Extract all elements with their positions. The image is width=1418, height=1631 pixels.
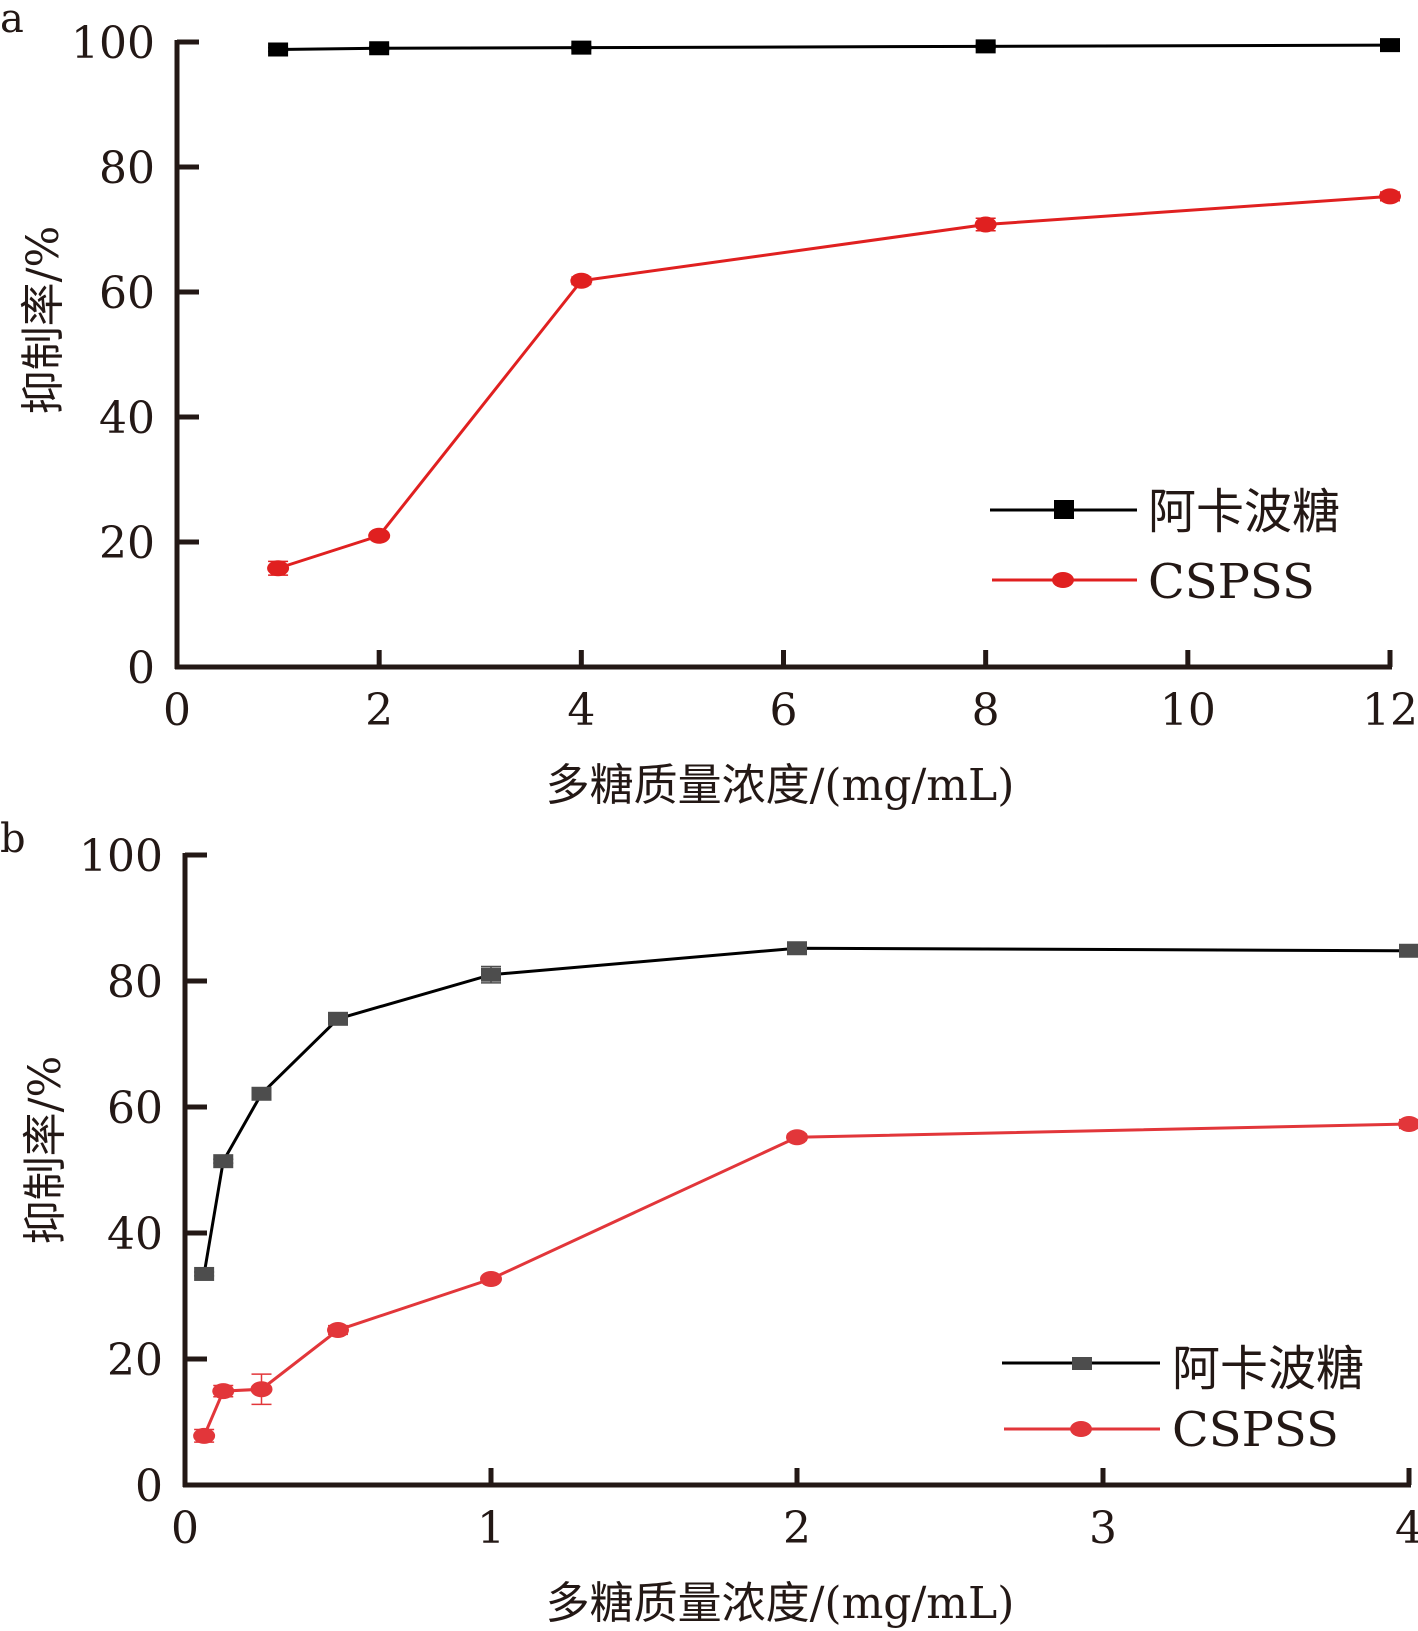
y-tick-label: 80 [99, 143, 155, 194]
legend-label-acarbose-a: 阿卡波糖 [1148, 484, 1340, 540]
y-tick-label: 80 [107, 957, 163, 1008]
x-tick-label: 4 [567, 685, 595, 736]
data-point-acarbose [369, 41, 390, 56]
x-tick-label: 2 [365, 685, 393, 736]
legend-label-acarbose-b: 阿卡波糖 [1172, 1341, 1364, 1397]
x-tick-label: 1 [477, 1503, 505, 1554]
data-point-acarbose [481, 967, 501, 982]
data-point-cspss [974, 216, 997, 233]
x-tick-label: 0 [163, 685, 191, 736]
series-a [267, 38, 1401, 577]
data-point-cspss [570, 272, 593, 289]
y-tick-label: 20 [107, 1335, 163, 1386]
x-tick-label: 6 [770, 685, 798, 736]
x-tick-label: 12 [1362, 685, 1418, 736]
data-point-cspss [1379, 188, 1401, 205]
legend-b: 阿卡波糖 CSPSS [1002, 1341, 1364, 1458]
data-point-cspss [193, 1427, 216, 1444]
data-point-acarbose [213, 1154, 234, 1169]
data-point-cspss [327, 1322, 349, 1339]
x-tick-label: 8 [972, 685, 1000, 736]
legend-marker-cspss-a [1052, 572, 1074, 588]
data-point-cspss [267, 560, 290, 577]
series-line-acarbose [278, 43, 1391, 51]
y-tick-label: 0 [135, 1461, 163, 1512]
y-tick-label: 60 [99, 268, 155, 319]
x-tick-label: 2 [783, 1503, 811, 1554]
x-tick-label: 4 [1395, 1503, 1418, 1554]
legend-marker-acarbose-b [1072, 1357, 1092, 1370]
panel-a: a 0 20 40 60 80 100 0 2 4 6 8 10 12 多糖质量浓度/(mg/mL) 抑… [0, 0, 1418, 811]
data-point-acarbose [268, 42, 289, 57]
y-tick-label: 40 [99, 393, 155, 444]
data-point-cspss [1398, 1116, 1418, 1133]
axes-a: 0 20 40 60 80 100 0 2 4 6 8 10 12 [71, 18, 1418, 736]
axes-b: 0 20 40 60 80 100 0 1 2 3 4 [79, 831, 1418, 1554]
legend-marker-acarbose-a [1054, 500, 1074, 519]
y-tick-label: 0 [127, 643, 155, 694]
data-point-acarbose [328, 1011, 348, 1026]
y-tick-label: 20 [99, 518, 155, 569]
y-tick-label: 60 [107, 1083, 163, 1134]
data-point-acarbose [571, 40, 592, 55]
x-tick-label: 0 [171, 1503, 199, 1554]
legend-label-cspss-a: CSPSS [1148, 554, 1315, 610]
data-point-acarbose [251, 1086, 272, 1101]
x-axis-title-a: 多糖质量浓度/(mg/mL) [546, 760, 1015, 811]
legend-a: 阿卡波糖 CSPSS [990, 484, 1340, 610]
panel-label-a: a [0, 0, 24, 42]
legend-marker-cspss-b [1070, 1421, 1092, 1437]
y-axis-title-b: 抑制率/% [20, 1056, 71, 1245]
panel-b: b 0 20 40 60 80 100 0 1 2 3 4 多糖质量浓度/(mg/mL) 抑制率/%… [0, 816, 1418, 1629]
x-tick-label: 10 [1160, 685, 1216, 736]
data-point-cspss [786, 1129, 808, 1146]
y-axis-title-a: 抑制率/% [18, 226, 69, 415]
y-tick-label: 100 [79, 831, 163, 882]
data-point-acarbose [787, 941, 807, 956]
data-point-cspss [368, 527, 391, 544]
data-point-cspss [212, 1383, 235, 1400]
data-point-acarbose [194, 1266, 215, 1281]
y-tick-label: 40 [107, 1209, 163, 1260]
data-point-acarbose [1399, 943, 1418, 958]
x-tick-label: 3 [1089, 1503, 1117, 1554]
series-line-acarbose [202, 946, 1410, 1275]
data-point-cspss [250, 1381, 273, 1398]
legend-label-cspss-b: CSPSS [1172, 1402, 1339, 1458]
x-axis-title-b: 多糖质量浓度/(mg/mL) [546, 1578, 1015, 1629]
data-point-cspss [480, 1270, 502, 1287]
y-tick-label: 100 [71, 18, 155, 69]
series-b [193, 941, 1418, 1444]
data-point-acarbose [975, 39, 996, 54]
panel-label-b: b [0, 816, 26, 862]
data-point-acarbose [1380, 38, 1400, 53]
